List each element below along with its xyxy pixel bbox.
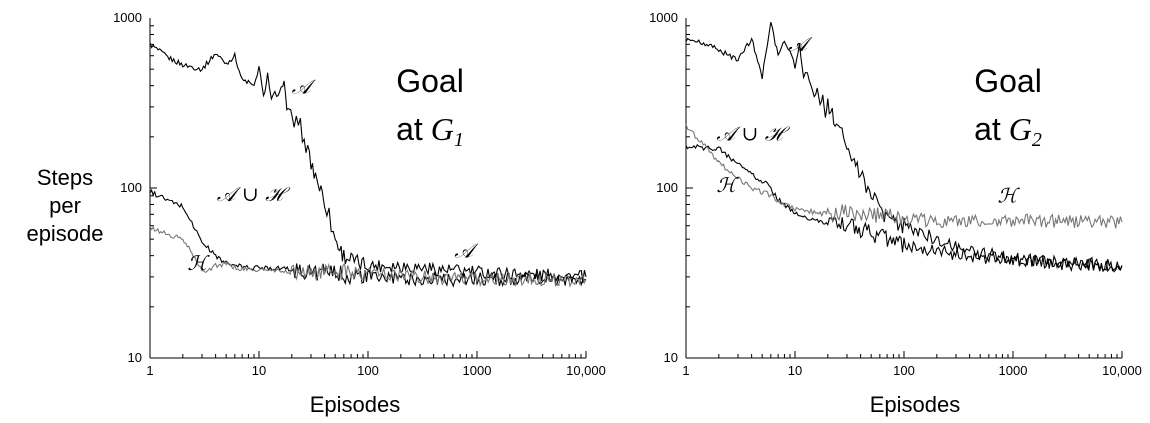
y-axis-label-line-1: Steps — [37, 165, 93, 190]
series-line — [149, 42, 587, 284]
y-tick-label: 1000 — [649, 10, 678, 25]
y-tick-label: 10 — [664, 350, 678, 365]
x-axis-label: Episodes — [310, 392, 401, 417]
series-label: 𝒜 — [454, 239, 479, 263]
series-label: ℋ — [716, 173, 739, 197]
x-tick-label: 1000 — [999, 363, 1028, 378]
y-axis-label-line-3: episode — [26, 221, 103, 246]
series-label: ℋ — [997, 184, 1020, 208]
y-axis-label-line-2: per — [49, 193, 81, 218]
x-axis-label: Episodes — [870, 392, 961, 417]
y-tick-label: 1000 — [113, 10, 142, 25]
series-label: 𝒜 — [292, 74, 317, 98]
series-label: 𝒜 ∪ ℋ — [716, 122, 790, 146]
plot-area: 1 10 100 1000 10,000 10 100 1000 𝒜 𝒜 ∪ ℋ ℋ ℋ — [649, 10, 1142, 378]
x-tick-label: 1 — [682, 363, 689, 378]
chart-panel-goal-g1: 1 10 100 1000 10,000 10 100 1000 𝒜 𝒜 𝒜 ∪ ℋ ℋ Goal a… — [113, 10, 606, 417]
y-tick-label: 10 — [128, 350, 142, 365]
series-label: ℋ — [187, 251, 210, 275]
panel-title-line-1: Goal — [974, 63, 1042, 99]
series-line — [685, 144, 1123, 273]
y-tick-label: 100 — [120, 180, 142, 195]
y-tick-label: 100 — [656, 180, 678, 195]
series-line — [149, 225, 587, 288]
panel-title-line-2: at G1 — [396, 111, 464, 151]
x-tick-label: 1 — [146, 363, 153, 378]
x-tick-label: 10 — [788, 363, 802, 378]
x-tick-label: 100 — [357, 363, 379, 378]
series-label: 𝒜 ∪ ℋ — [217, 182, 291, 206]
series-label: 𝒜 — [788, 32, 813, 56]
series-line — [149, 188, 587, 288]
plot-area: 1 10 100 1000 10,000 10 100 1000 𝒜 𝒜 𝒜 ∪ ℋ ℋ — [113, 10, 606, 378]
x-tick-label: 1000 — [463, 363, 492, 378]
x-tick-label: 10,000 — [1102, 363, 1142, 378]
x-tick-label: 10,000 — [566, 363, 606, 378]
x-tick-label: 100 — [893, 363, 915, 378]
x-tick-label: 10 — [252, 363, 266, 378]
panel-title-line-1: Goal — [396, 63, 464, 99]
series-line — [685, 21, 1123, 273]
panel-title-line-2: at G2 — [974, 111, 1042, 151]
series-line — [685, 124, 1123, 229]
chart-panel-goal-g2: 1 10 100 1000 10,000 10 100 1000 𝒜 𝒜 ∪ ℋ ℋ ℋ Goal a… — [649, 10, 1142, 417]
